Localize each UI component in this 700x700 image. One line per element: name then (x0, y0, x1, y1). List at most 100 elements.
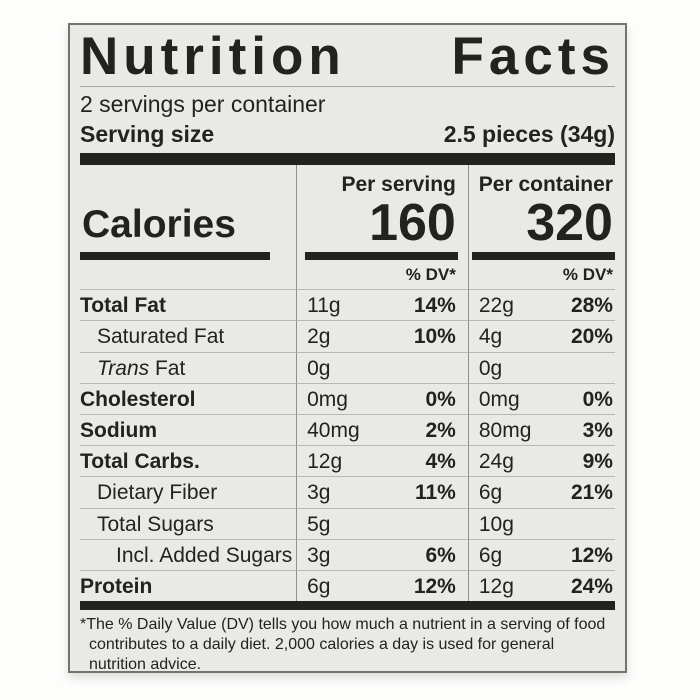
dv-header-container: % DV* (467, 259, 615, 290)
daily-value: 14% (413, 294, 456, 318)
container-values: 80mg 3% (467, 414, 615, 446)
amount: 22g (478, 294, 514, 318)
amount: 0mg (307, 387, 348, 411)
container-values: 6g 12% (467, 538, 615, 570)
amount: 6g (478, 481, 503, 505)
label-title: Nutrition Facts (80, 30, 615, 87)
nutrient-name-text: Cholesterol (80, 387, 196, 411)
nutrient-name-total-sugars: Total Sugars (80, 507, 297, 539)
calories-per-container: 320 (467, 197, 615, 250)
nutrient-name-cholesterol: Cholesterol (80, 382, 297, 414)
daily-value: 20% (570, 325, 613, 349)
container-values: 6g 21% (467, 476, 615, 508)
nutrient-name-text: Fat (149, 356, 186, 380)
container-values: 0g (467, 351, 615, 383)
nutrient-name-text: Incl. Added Sugars (116, 543, 293, 567)
serving-values: 5g (296, 507, 468, 539)
amount: 0g (307, 356, 331, 380)
calories-label: Calories (82, 202, 236, 246)
container-values: 0mg 0% (467, 382, 615, 415)
nutrient-name-sodium: Sodium (80, 414, 297, 445)
amount: 5g (307, 512, 331, 536)
container-values: 22g 28% (467, 289, 615, 321)
serving-values: 40mg 2% (296, 414, 468, 446)
serving-values: 2g 10% (296, 320, 468, 352)
daily-value: 12% (413, 574, 456, 598)
serving-values: 0g (296, 351, 468, 383)
container-bar-cell (467, 248, 615, 260)
container-values: 24g 9% (467, 445, 615, 477)
amount: 3g (307, 481, 331, 505)
divider-thick-top (80, 153, 615, 166)
title-word-facts: Facts (451, 27, 615, 86)
container-values: 12g 24% (467, 569, 615, 602)
amount: 40mg (307, 419, 360, 443)
nutrition-facts-label: Nutrition Facts 2 servings per container… (68, 23, 627, 673)
amount: 12g (307, 450, 343, 474)
serving-values: 3g 6% (296, 538, 468, 570)
nutrient-name-text: Total Carbs. (80, 450, 200, 474)
calories-per-serving: 160 (296, 197, 468, 250)
container-values: 4g 20% (467, 320, 615, 352)
amount: 10g (478, 512, 514, 536)
daily-value: 10% (413, 325, 456, 349)
serving-values: 3g 11% (296, 476, 468, 508)
amount: 12g (478, 574, 514, 598)
serving-values: 11g 14% (296, 289, 468, 321)
daily-value: 6% (425, 543, 456, 567)
nutrient-name-dietary-fiber: Dietary Fiber (80, 476, 297, 507)
calories-underline-bar (80, 251, 271, 260)
amount: 3g (307, 543, 331, 567)
serving-size-row: Serving size 2.5 pieces (34g) (80, 119, 615, 154)
serving-size-label: Serving size (80, 120, 215, 147)
container-values: 10g (467, 507, 615, 539)
serving-values: 12g 4% (296, 445, 468, 477)
nutrient-name-italic: Trans (97, 356, 150, 380)
dv-footnote: *The % Daily Value (DV) tells you how mu… (80, 610, 615, 673)
daily-value: 2% (425, 419, 456, 443)
nutrient-name-text: Saturated Fat (97, 325, 225, 349)
nutrient-name-protein: Protein (80, 569, 297, 601)
daily-value: 28% (570, 294, 613, 318)
amount: 2g (307, 325, 331, 349)
amount: 4g (478, 325, 503, 349)
amount: 0g (478, 356, 503, 380)
amount: 24g (478, 450, 514, 474)
serving-values: 0mg 0% (296, 382, 468, 415)
amount: 0mg (478, 387, 520, 411)
calories-bar-cell (80, 249, 296, 260)
daily-value: 21% (570, 481, 613, 505)
divider-thick-bottom (80, 601, 615, 611)
per-serving-header: Per serving (296, 165, 468, 198)
nutrient-name-text: Protein (80, 574, 153, 598)
amount: 11g (307, 294, 341, 318)
nutrient-name-added-sugars: Incl. Added Sugars (80, 538, 297, 570)
amount: 80mg (478, 419, 532, 443)
serving-size-value: 2.5 pieces (34g) (443, 120, 615, 147)
serving-underline-bar (305, 251, 458, 260)
servings-per-container: 2 servings per container (80, 91, 326, 117)
nutrient-name-text: Dietary Fiber (97, 481, 218, 505)
per-container-header: Per container (467, 165, 615, 198)
daily-value: 4% (425, 450, 456, 474)
footnote-asterisk: * (80, 616, 87, 634)
nutrient-name-text: Total Fat (80, 294, 166, 318)
daily-value: 0% (425, 387, 456, 411)
daily-value: 12% (570, 543, 613, 567)
nutrient-name-text: Total Sugars (97, 512, 214, 536)
daily-value: 9% (582, 450, 613, 474)
title-word-nutrition: Nutrition (80, 27, 346, 86)
amount: 6g (307, 574, 331, 598)
footnote-text: The % Daily Value (DV) tells you how muc… (86, 616, 606, 673)
container-underline-bar (471, 251, 615, 260)
daily-value: 11% (414, 481, 456, 505)
dv-header-spacer (80, 260, 296, 290)
nutrient-name-saturated-fat: Saturated Fat (80, 320, 297, 351)
nutrient-name-total-fat: Total Fat (80, 289, 297, 320)
nutrient-name-text: Sodium (80, 419, 157, 443)
daily-value: 24% (570, 574, 613, 598)
amount: 6g (478, 543, 503, 567)
dv-header-serving: % DV* (296, 259, 468, 290)
nutrient-name-trans-fat: Trans Fat (80, 351, 297, 383)
daily-value: 0% (582, 387, 613, 411)
